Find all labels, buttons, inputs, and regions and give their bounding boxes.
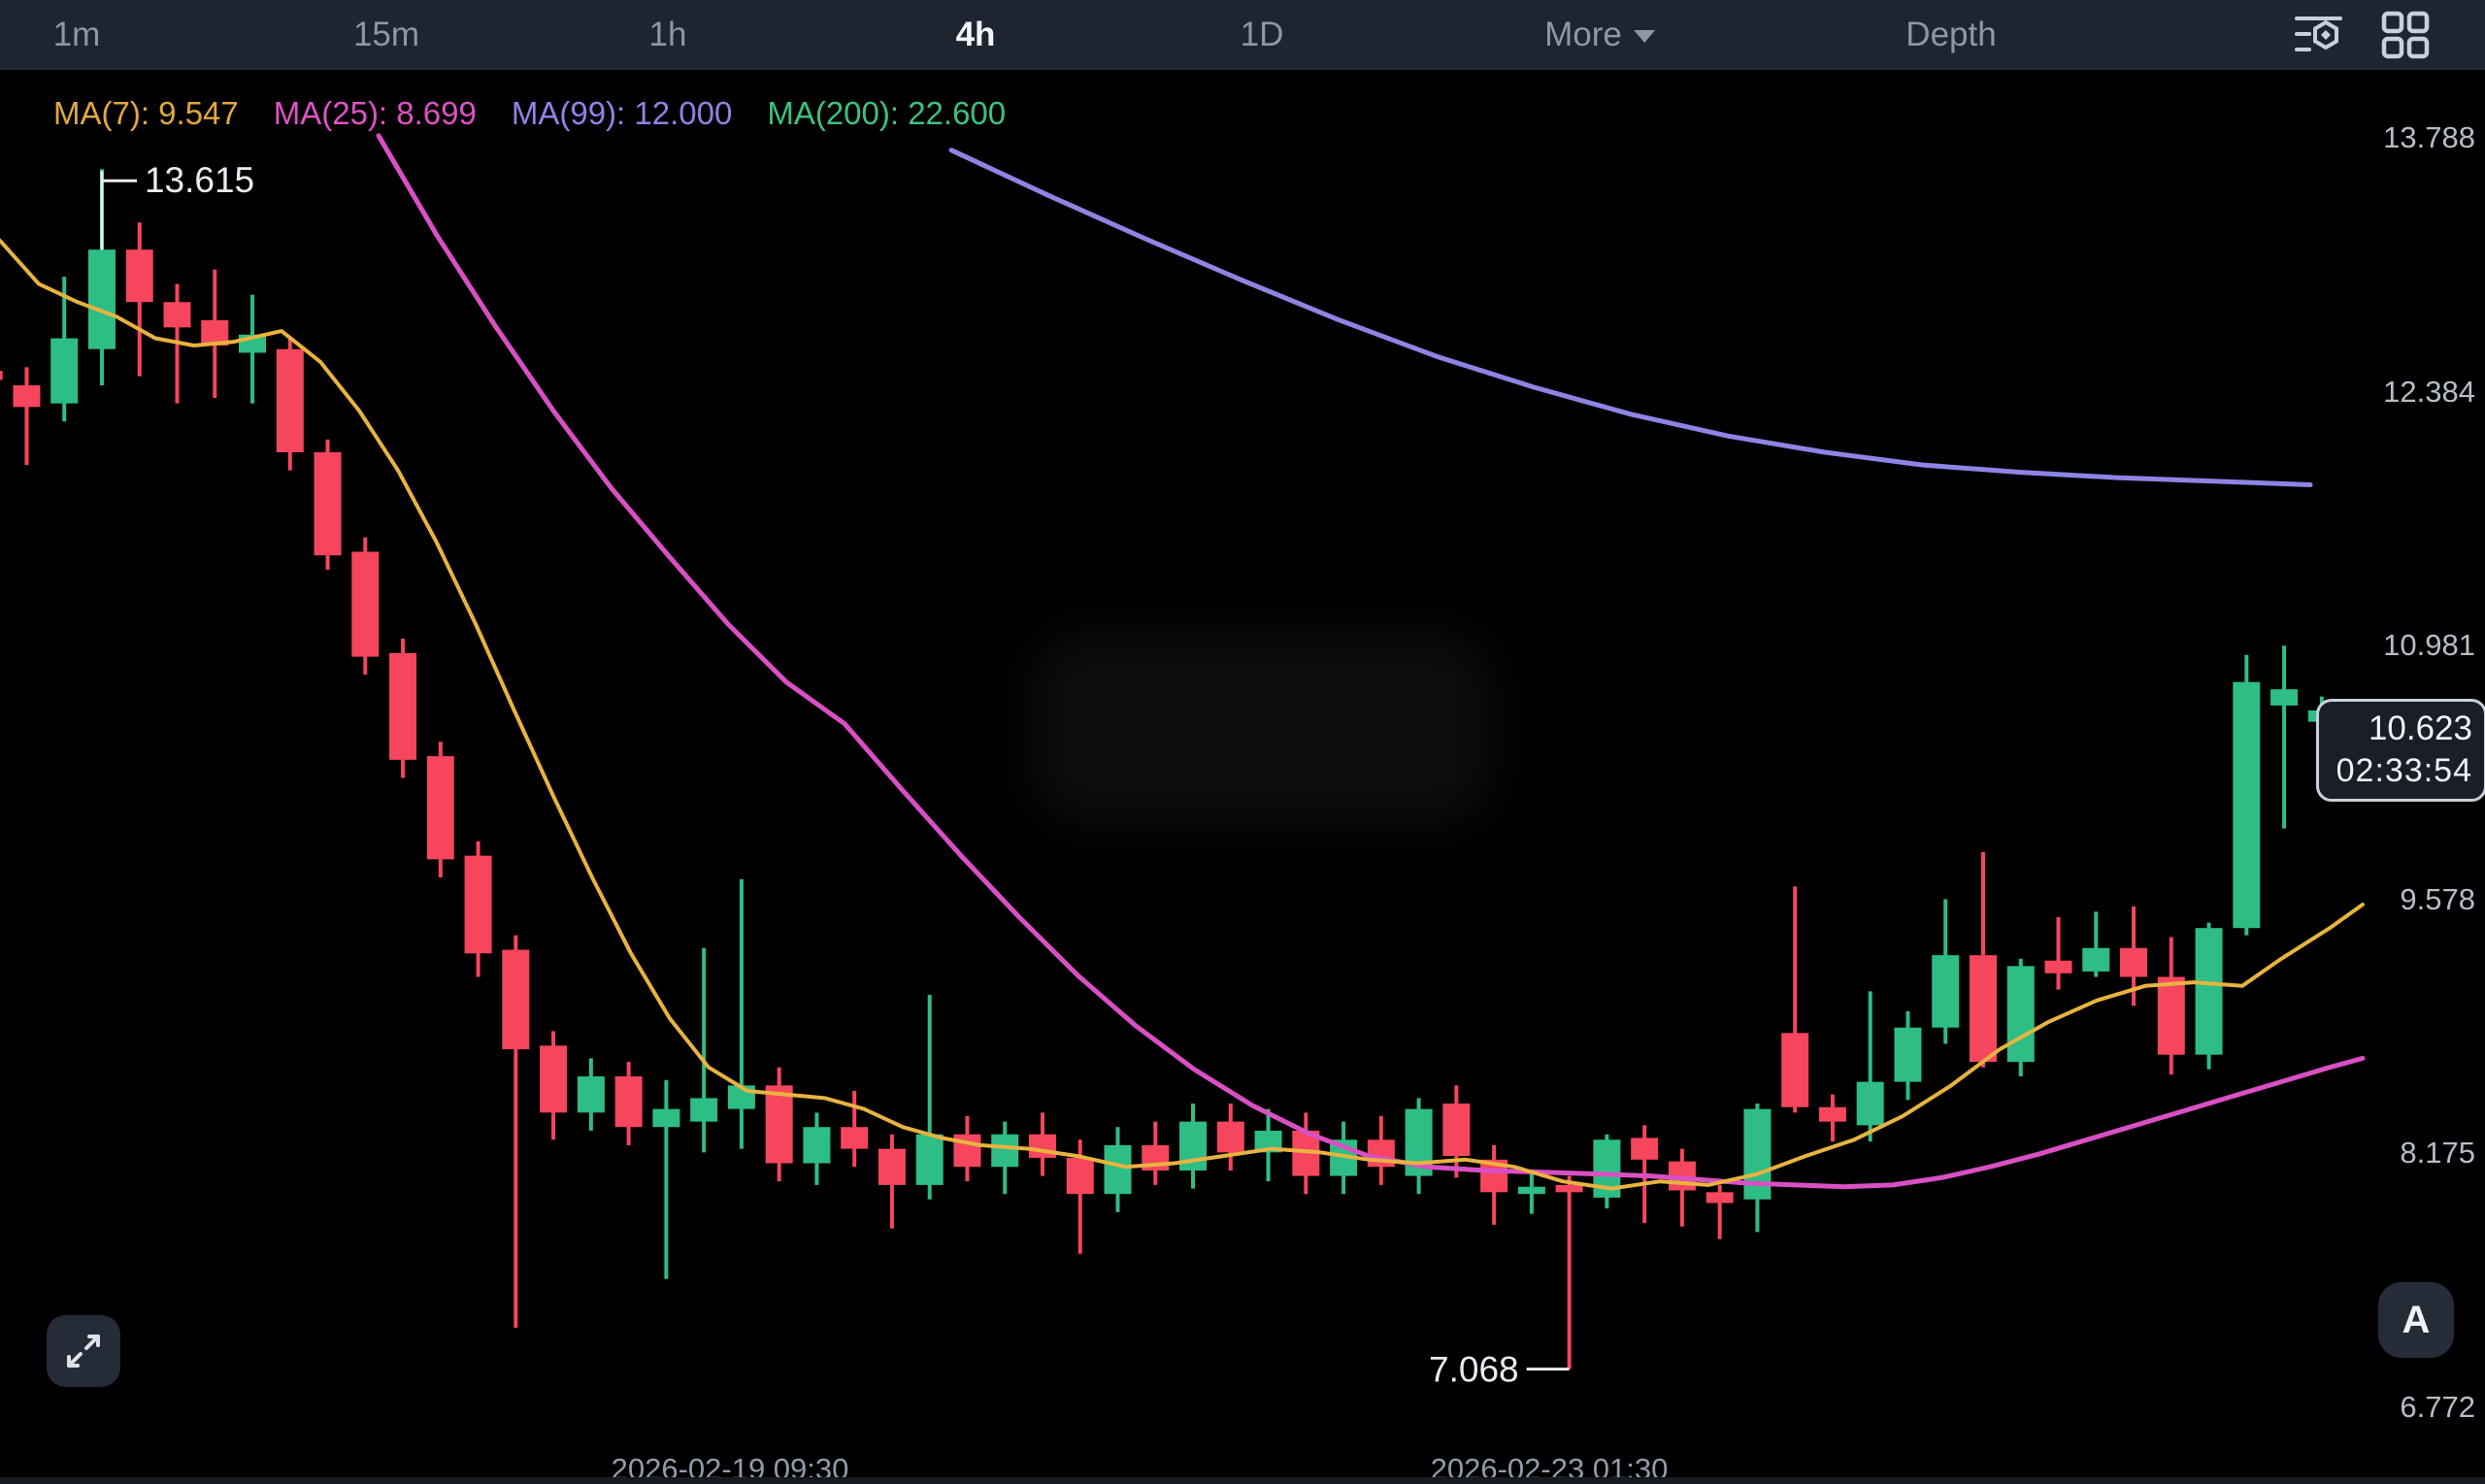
- candle-body: [1781, 1033, 1809, 1107]
- candle-body: [87, 249, 116, 349]
- candle-body: [1216, 1121, 1244, 1153]
- candle-body: [1028, 1134, 1056, 1158]
- candle-countdown: 02:33:54: [2336, 752, 2472, 789]
- fullscreen-button[interactable]: [47, 1315, 120, 1387]
- candle-body: [1894, 1027, 1922, 1082]
- candle-body: [1104, 1144, 1132, 1195]
- candle-body: [991, 1134, 1019, 1168]
- candle-body: [2157, 976, 2185, 1055]
- candle-body: [915, 1134, 944, 1185]
- ma-legend-item-2: MA(99): 12.000: [511, 95, 733, 131]
- price-axis-label: 13.788: [2383, 120, 2475, 154]
- candle-body: [2195, 928, 2223, 1055]
- timeframe-toolbar: 1m 15m 1h 4h 1D More Depth: [0, 0, 2485, 70]
- price-axis-label: 9.578: [2400, 881, 2475, 916]
- candle-body: [803, 1127, 831, 1164]
- candle-body: [1254, 1130, 1282, 1153]
- candle-body: [351, 551, 380, 657]
- candle-body: [389, 652, 417, 760]
- last-price-value: 10.623: [2368, 709, 2472, 747]
- candle-body: [163, 302, 191, 328]
- tab-1m[interactable]: 1m: [52, 16, 101, 53]
- tab-4h[interactable]: 4h: [955, 16, 996, 53]
- candle-body: [0, 371, 3, 380]
- tab-1h[interactable]: 1h: [648, 16, 687, 53]
- candle-body: [1517, 1186, 1545, 1195]
- candle-body: [13, 384, 41, 408]
- candle-body: [1631, 1138, 1659, 1160]
- candle-body: [2120, 947, 2148, 977]
- candle-body: [1066, 1157, 1094, 1195]
- grid-layout-icon[interactable]: [2380, 10, 2431, 60]
- low-price-label: 7.068: [1429, 1350, 1519, 1390]
- exchange-watermark: [1029, 631, 1495, 825]
- ma-legend-item-1: MA(25): 8.699: [273, 95, 477, 131]
- tab-depth[interactable]: Depth: [1905, 16, 1997, 53]
- candle-body: [1818, 1106, 1846, 1122]
- candle-body: [2233, 681, 2261, 929]
- candle-body: [577, 1076, 605, 1113]
- high-price-label: 13.615: [145, 160, 254, 200]
- candle-body: [1706, 1192, 1734, 1204]
- price-axis-label: 6.772: [2400, 1389, 2475, 1424]
- price-axis-label: 8.175: [2400, 1136, 2475, 1171]
- candle-body: [878, 1148, 906, 1185]
- candle-body: [1969, 955, 1997, 1063]
- auto-scale-button[interactable]: A: [2378, 1282, 2454, 1358]
- price-axis-label: 12.384: [2383, 374, 2475, 409]
- ma-legend: MA(7): 9.547 MA(25): 8.699 MA(99): 12.000 M…: [53, 95, 1006, 132]
- candle-body: [652, 1108, 680, 1128]
- ma-legend-item-3: MA(200): 22.600: [767, 95, 1007, 131]
- candle-body: [426, 756, 454, 860]
- ma-line-MA99: [948, 148, 2313, 487]
- tab-more[interactable]: More: [1544, 0, 1655, 70]
- expand-arrows-icon: [67, 1335, 100, 1368]
- ma-line-MA7: [0, 238, 2365, 1191]
- candle-body: [1856, 1081, 1884, 1126]
- candle-body: [614, 1076, 643, 1128]
- candle-body: [540, 1045, 568, 1113]
- ma-legend-item-0: MA(7): 9.547: [53, 95, 239, 131]
- candle-body: [314, 451, 342, 556]
- candle-body: [2044, 960, 2072, 973]
- candle-body: [276, 348, 304, 452]
- candle-body: [50, 338, 79, 404]
- candle-body: [690, 1098, 718, 1122]
- tab-15m[interactable]: 15m: [352, 16, 420, 53]
- bottom-edge-strip: [0, 1477, 2485, 1484]
- candle-body: [464, 855, 492, 954]
- candle-body: [2006, 966, 2035, 1063]
- candle-body: [1442, 1104, 1471, 1157]
- candle-body: [502, 949, 530, 1050]
- last-price-badge[interactable]: 10.623 02:33:54: [2316, 699, 2485, 802]
- candle-body: [2270, 689, 2299, 706]
- chevron-down-icon: [1633, 30, 1655, 44]
- candle-body: [841, 1127, 869, 1149]
- candle-body: [125, 249, 153, 303]
- candle-body: [1932, 955, 1960, 1028]
- ma-line-MA25: [376, 133, 2366, 1190]
- candle-body: [1555, 1184, 1583, 1193]
- indicator-eye-icon[interactable]: [2293, 10, 2343, 60]
- price-axis-label: 10.981: [2383, 628, 2475, 663]
- candle-body: [765, 1085, 793, 1164]
- candle-body: [2082, 947, 2110, 972]
- tab-1d[interactable]: 1D: [1240, 16, 1284, 53]
